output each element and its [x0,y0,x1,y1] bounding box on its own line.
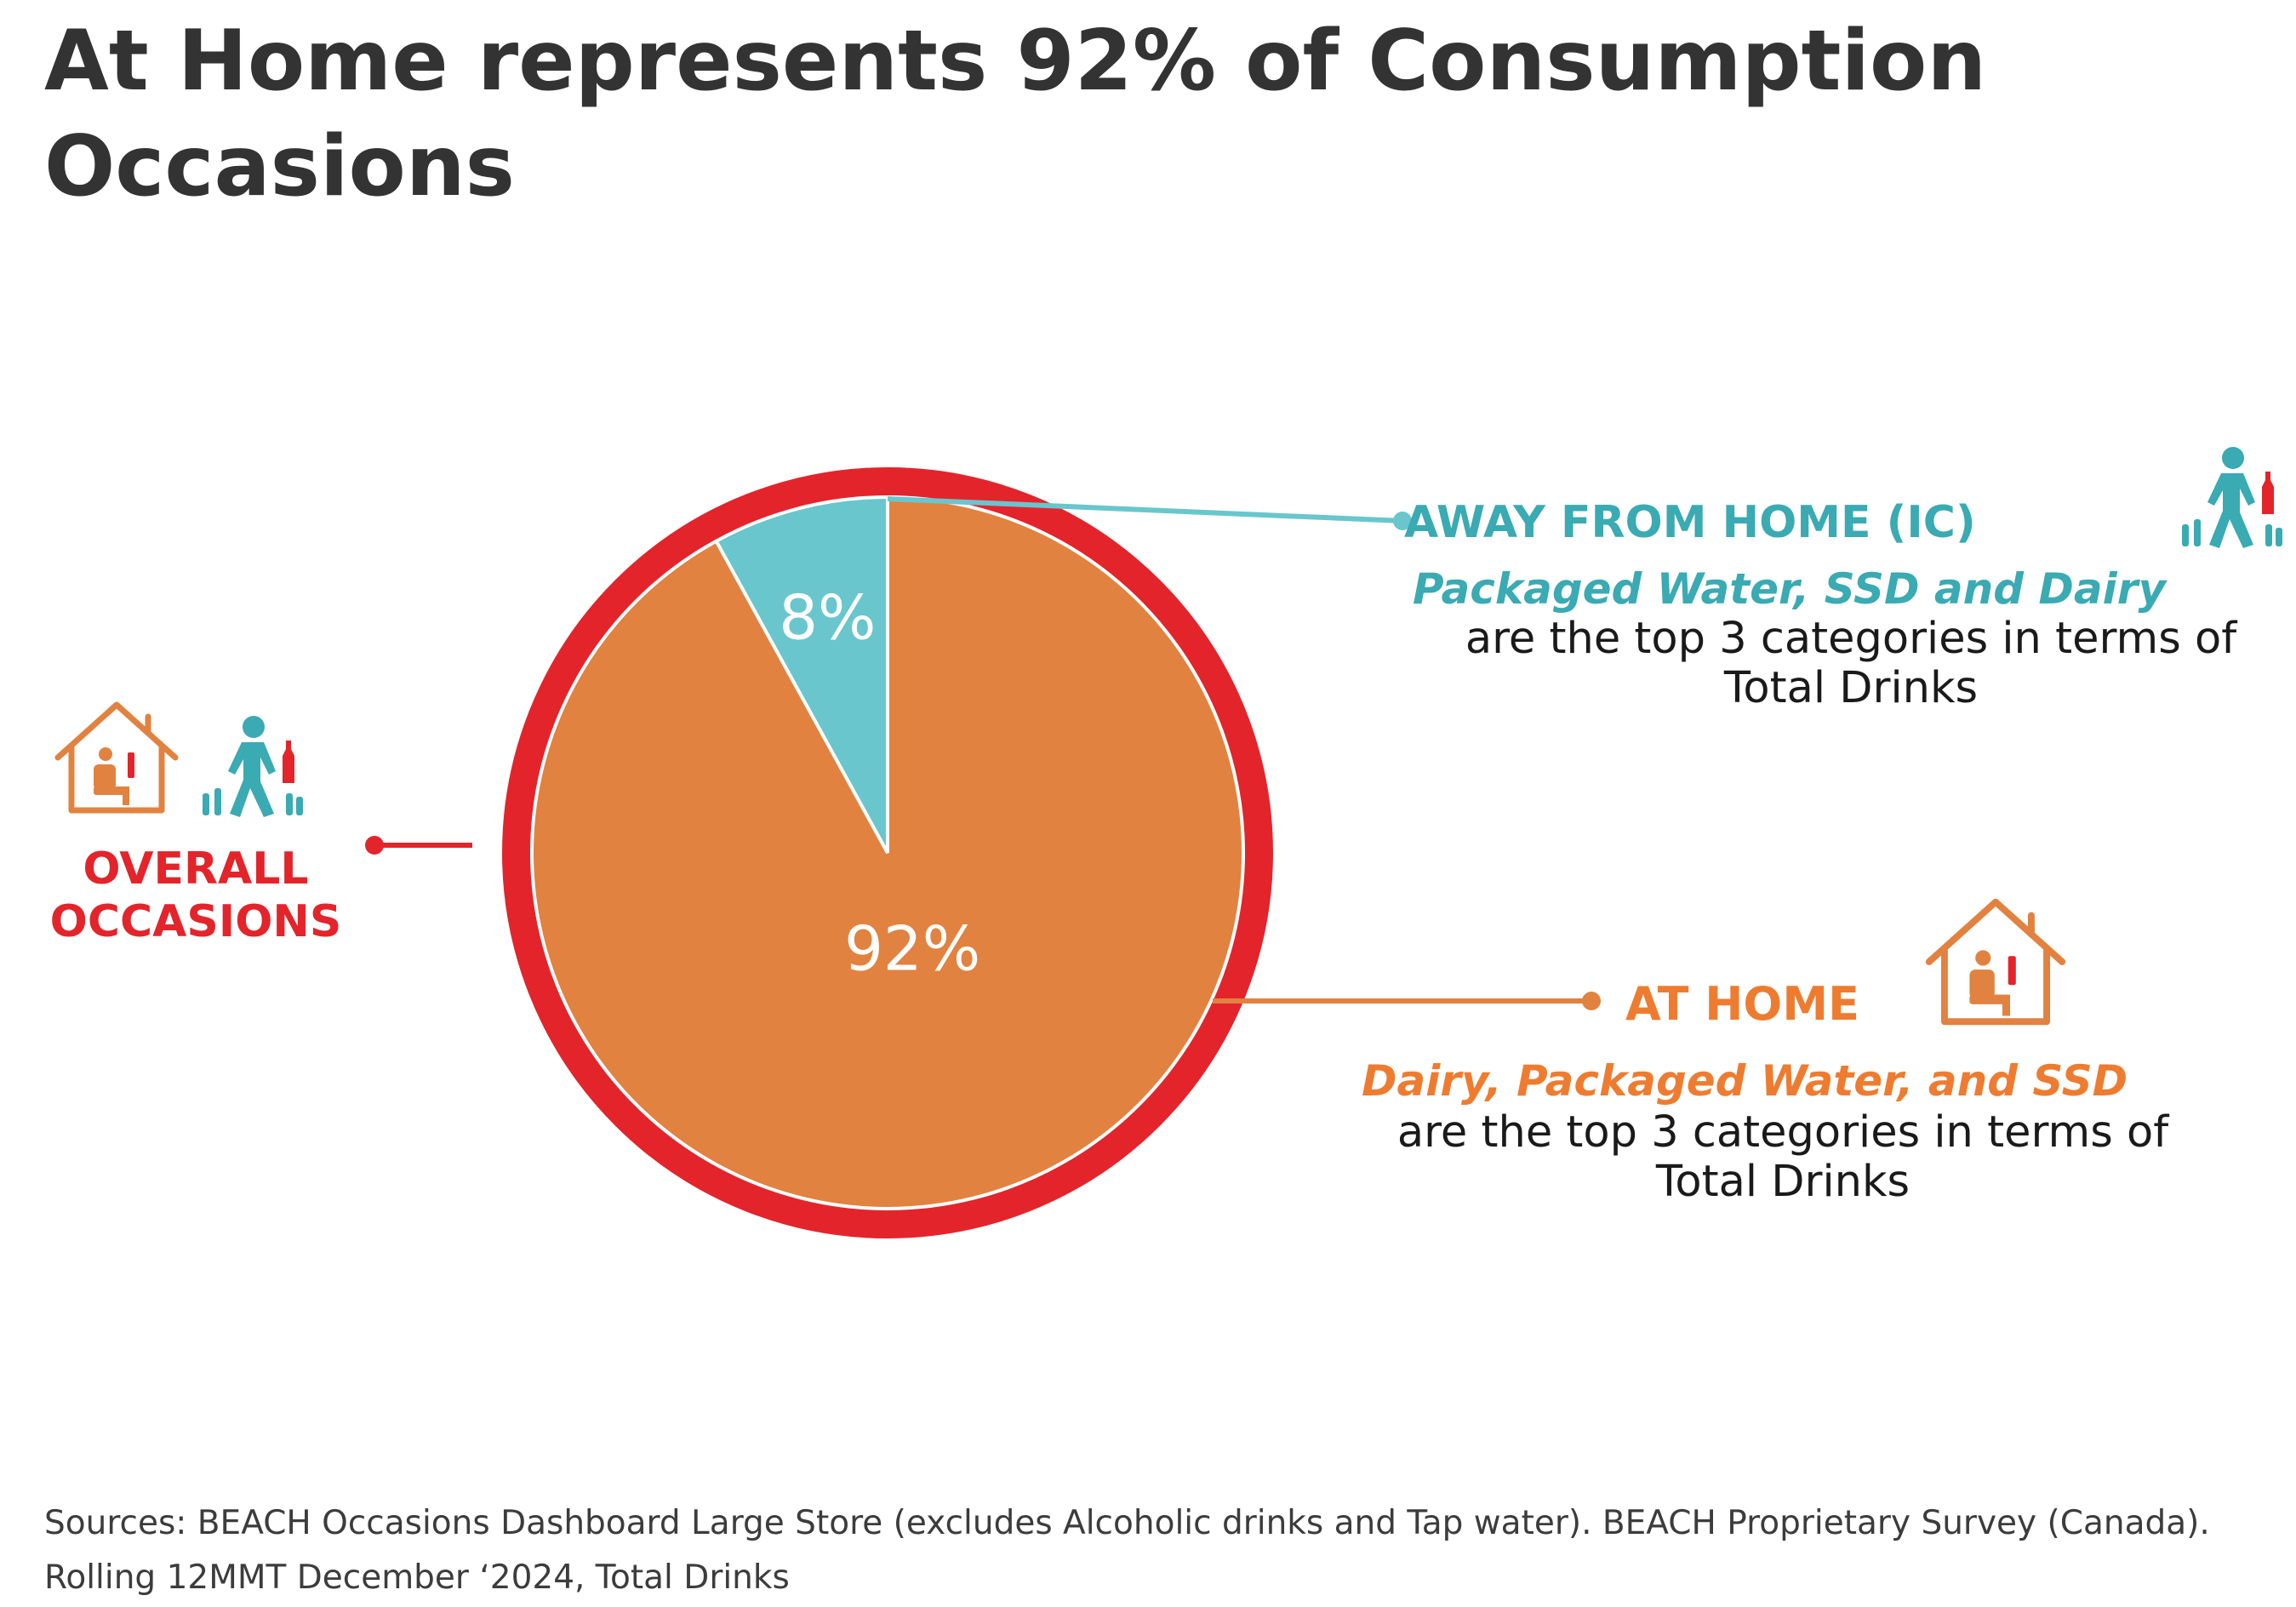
away-from-home-categories: Packaged Water, SSD and Dairy [1413,564,2167,614]
walking-person-drink-icon [2182,447,2282,548]
page-title: At Home represents 92% of Consumption Oc… [44,13,1987,215]
overall-occasions-label: OVERALL OCCASIONS [49,844,342,947]
away-from-home-description: are the top 3 categories in terms of Tot… [1465,614,2237,713]
at-home-categories: Dairy, Packaged Water, and SSD [1362,1056,2128,1106]
walking-person-drink-icon [203,716,303,817]
slice-label-away-from-home-ic: 8% [779,582,876,654]
at-home-heading: AT HOME [1625,977,1859,1031]
overall-occasions-ring [502,467,1273,1238]
slice-label-at-home: 92% [844,912,980,984]
house-person-drink-icon [1925,898,2066,1026]
at-home-description: are the top 3 categories in terms of Tot… [1396,1107,2169,1207]
overall-connector-dot [365,836,384,855]
home-connector-dot [1582,992,1601,1010]
away-from-home-heading: AWAY FROM HOME (IC) [1404,497,1976,548]
away-connector-dot [1393,512,1412,530]
connectors [365,496,1601,1010]
sources-footnote: Sources: BEACH Occasions Dashboard Large… [44,1504,2210,1597]
house-person-drink-icon [54,701,179,814]
pie-slice-away-from-home-ic [713,495,889,854]
away-connector-line [887,496,1403,523]
pie-slices [530,495,1245,1210]
slice-labels: 92% 8% [779,582,980,985]
